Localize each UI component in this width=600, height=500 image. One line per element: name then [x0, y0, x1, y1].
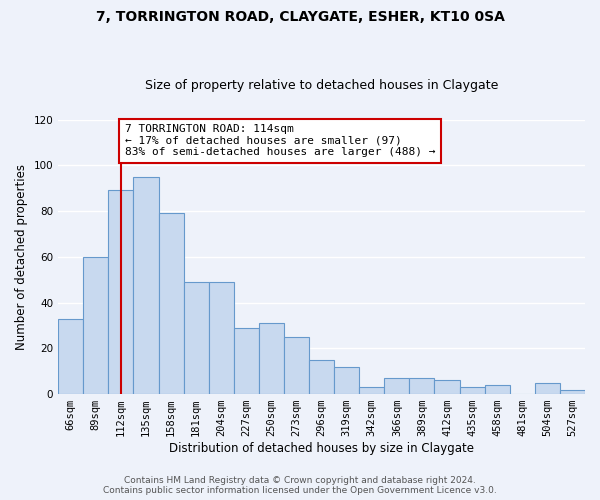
- Bar: [83, 257, 109, 394]
- Bar: [309, 360, 334, 394]
- Bar: [259, 323, 284, 394]
- Bar: [385, 378, 409, 394]
- Bar: [359, 387, 385, 394]
- Bar: [109, 190, 133, 394]
- Bar: [409, 378, 434, 394]
- Text: 7, TORRINGTON ROAD, CLAYGATE, ESHER, KT10 0SA: 7, TORRINGTON ROAD, CLAYGATE, ESHER, KT1…: [95, 10, 505, 24]
- Bar: [133, 176, 158, 394]
- Bar: [334, 366, 359, 394]
- X-axis label: Distribution of detached houses by size in Claygate: Distribution of detached houses by size …: [169, 442, 474, 455]
- Y-axis label: Number of detached properties: Number of detached properties: [15, 164, 28, 350]
- Bar: [460, 387, 485, 394]
- Text: Contains HM Land Registry data © Crown copyright and database right 2024.
Contai: Contains HM Land Registry data © Crown c…: [103, 476, 497, 495]
- Bar: [284, 337, 309, 394]
- Bar: [535, 382, 560, 394]
- Bar: [184, 282, 209, 394]
- Bar: [158, 214, 184, 394]
- Bar: [434, 380, 460, 394]
- Bar: [560, 390, 585, 394]
- Bar: [485, 385, 510, 394]
- Bar: [58, 318, 83, 394]
- Bar: [234, 328, 259, 394]
- Title: Size of property relative to detached houses in Claygate: Size of property relative to detached ho…: [145, 79, 498, 92]
- Text: 7 TORRINGTON ROAD: 114sqm
← 17% of detached houses are smaller (97)
83% of semi-: 7 TORRINGTON ROAD: 114sqm ← 17% of detac…: [125, 124, 435, 158]
- Bar: [209, 282, 234, 394]
